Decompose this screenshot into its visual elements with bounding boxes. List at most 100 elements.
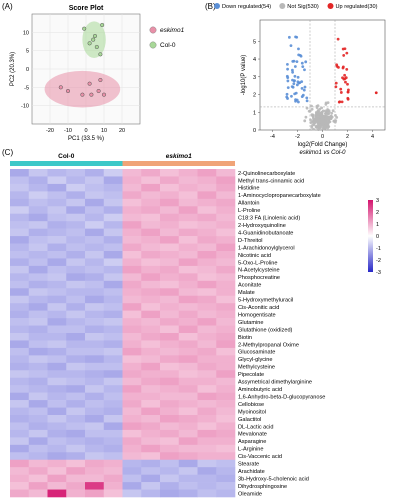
heatmap-cell: [178, 221, 198, 229]
heatmap-cell: [66, 198, 86, 207]
volcano-point-up: [343, 77, 347, 81]
heatmap-cell: [85, 265, 105, 274]
heatmap-cell: [216, 280, 236, 289]
heatmap-cell: [28, 429, 48, 438]
heatmap-cell: [103, 437, 123, 446]
heatmap-cell: [47, 333, 67, 341]
heatmap-cell: [122, 265, 142, 274]
pca-y-tick-label: 5: [26, 49, 29, 55]
heatmap-cell: [28, 310, 48, 319]
heatmap-cell: [28, 444, 48, 453]
heatmap-cell: [66, 362, 86, 371]
heatmap-cell: [47, 280, 67, 289]
heatmap-cell: [178, 288, 198, 297]
heatmap-cell: [160, 258, 180, 267]
heatmap-cell: [103, 265, 123, 274]
heatmap-cell: [28, 258, 48, 267]
metabolite-heatmap: Col-0 eskimo12-QuinolinecarboxylateMethyl…: [10, 153, 381, 497]
heatmap-cell: [122, 198, 142, 207]
heatmap-cell: [28, 347, 48, 356]
heatmap-cell: [85, 198, 105, 207]
heatmap-cell: [10, 221, 30, 229]
volcano-point-down: [285, 92, 289, 96]
heatmap-cell: [66, 482, 86, 490]
heatmap-cell: [197, 347, 217, 356]
heatmap-cell: [216, 482, 236, 490]
heatmap-cell: [28, 385, 48, 393]
heatmap-cell: [103, 318, 123, 326]
volcano-x-tick-label: -4: [270, 134, 275, 140]
heatmap-row-label: Cis-Aconitic acid: [238, 305, 279, 311]
heatmap-cell: [197, 251, 217, 259]
heatmap-cell: [66, 243, 86, 252]
heatmap-cell: [141, 392, 161, 401]
pca-x-tick-label: -20: [46, 128, 54, 134]
heatmap-cell: [47, 467, 67, 475]
heatmap-cell: [66, 251, 86, 259]
heatmap-cell: [216, 243, 236, 252]
volcano-point-not-sig: [322, 117, 325, 121]
heatmap-cell: [10, 288, 30, 297]
volcano-point-not-sig: [310, 104, 313, 108]
heatmap-cell: [216, 452, 236, 461]
volcano-point-not-sig: [316, 120, 319, 124]
heatmap-row-label: DL-Lactic acid: [238, 424, 273, 430]
heatmap-cell: [160, 236, 180, 244]
heatmap-cell: [103, 377, 123, 386]
heatmap-cell: [122, 303, 142, 311]
heatmap-cell: [85, 243, 105, 252]
heatmap-cell: [160, 318, 180, 326]
heatmap-cell: [47, 370, 67, 379]
heatmap-cell: [47, 176, 67, 185]
volcano-point-down: [292, 59, 296, 63]
heatmap-group-label: eskimo1: [166, 153, 192, 160]
heatmap-cell: [28, 206, 48, 215]
heatmap-cell: [47, 400, 67, 408]
heatmap-cell: [160, 206, 180, 215]
heatmap-cell: [10, 251, 30, 259]
volcano-point-not-sig: [325, 111, 329, 115]
volcano-point-not-sig: [326, 126, 330, 130]
panel-b-label: (B): [205, 2, 216, 11]
heatmap-cell: [216, 377, 236, 386]
pca-title: Score Plot: [69, 5, 104, 12]
heatmap-cell: [216, 407, 236, 416]
heatmap-cell: [178, 407, 198, 416]
heatmap-cell: [141, 444, 161, 453]
heatmap-cell: [66, 474, 86, 483]
heatmap-cell: [28, 467, 48, 475]
heatmap-cell: [28, 265, 48, 274]
volcano-point-down: [290, 94, 293, 98]
heatmap-cell: [10, 407, 30, 416]
heatmap-cell: [178, 325, 198, 334]
pca-x-tick-label: 0: [84, 128, 87, 134]
heatmap-cell: [141, 407, 161, 416]
heatmap-cell: [28, 176, 48, 185]
volcano-x-axis-subtitle: eskimo1 vs Col-0: [299, 150, 346, 156]
heatmap-cell: [10, 310, 30, 319]
heatmap-cell: [10, 258, 30, 267]
volcano-y-tick-label: 4: [253, 57, 256, 63]
pca-x-tick-label: 20: [119, 128, 125, 134]
heatmap-cell: [216, 228, 236, 237]
heatmap-cell: [141, 377, 161, 386]
heatmap-cell: [160, 213, 180, 222]
volcano-point-not-sig: [314, 118, 318, 122]
volcano-point-down: [293, 65, 297, 68]
volcano-point-up: [337, 65, 340, 69]
volcano-point-not-sig: [320, 106, 324, 110]
heatmap-cell: [85, 347, 105, 356]
heatmap-cell: [10, 206, 30, 215]
heatmap-cell: [197, 370, 217, 379]
heatmap-cell: [66, 444, 86, 453]
heatmap-cell: [103, 333, 123, 341]
heatmap-cell: [10, 392, 30, 401]
volcano-point-down: [286, 97, 289, 100]
heatmap-cell: [197, 280, 217, 289]
volcano-point-not-sig: [326, 109, 330, 113]
heatmap-cell: [178, 385, 198, 393]
volcano-x-tick-label: -2: [295, 134, 300, 140]
volcano-point-not-sig: [323, 119, 327, 123]
heatmap-row-label: D-Threitol: [238, 238, 263, 244]
heatmap-cell: [141, 221, 161, 229]
